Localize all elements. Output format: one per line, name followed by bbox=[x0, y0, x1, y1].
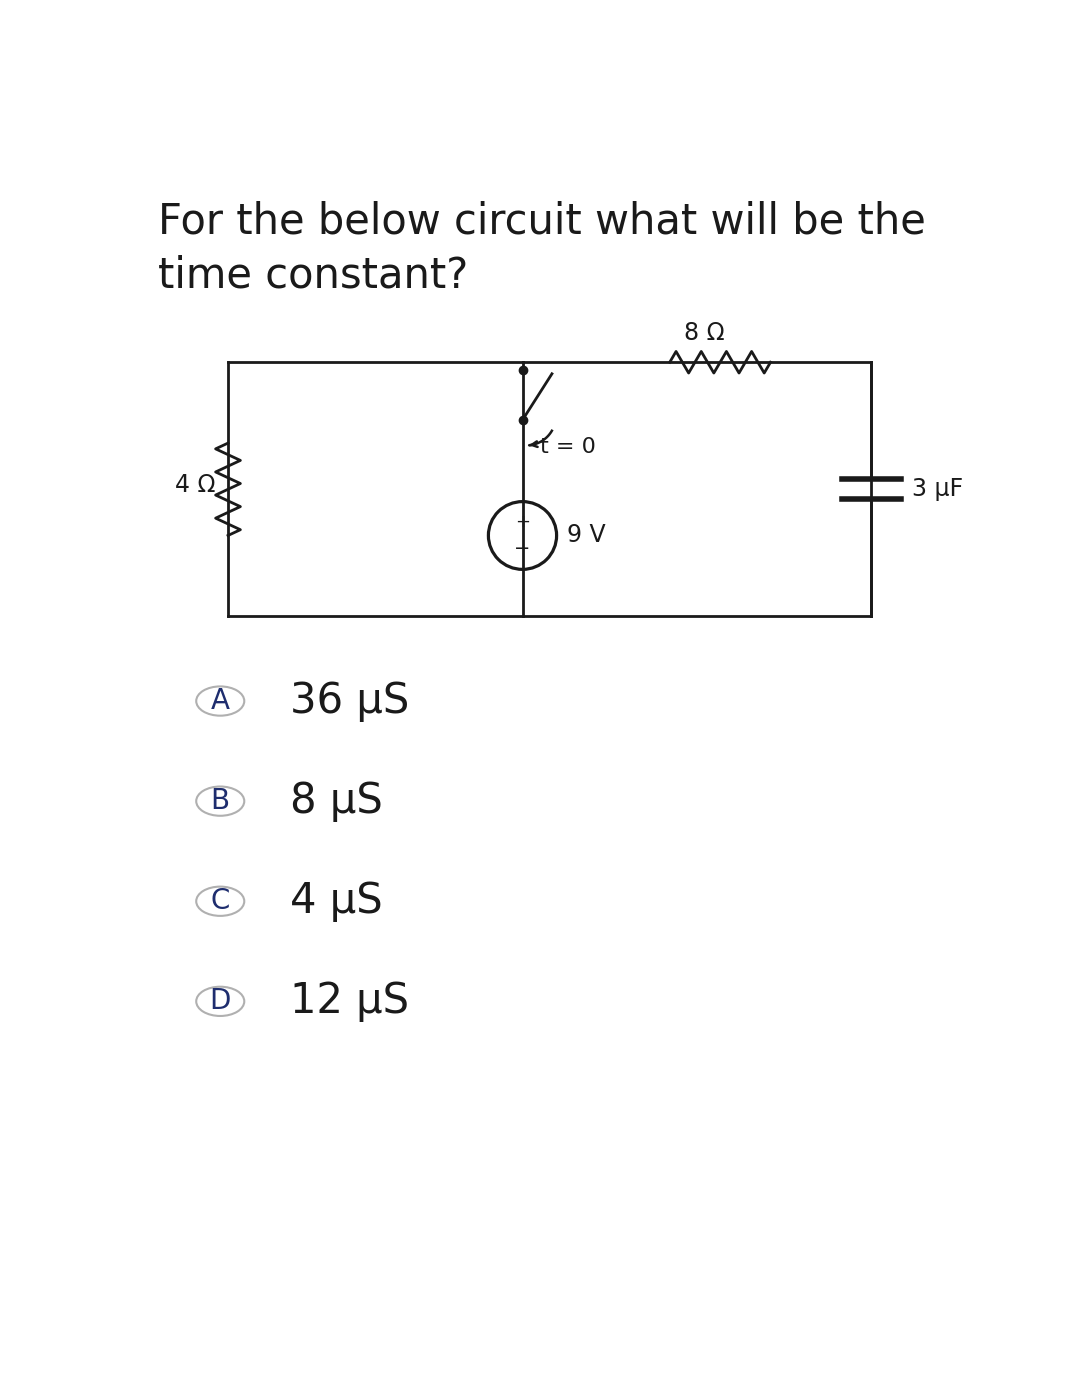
Text: t = 0: t = 0 bbox=[540, 438, 595, 457]
Text: For the below circuit what will be the: For the below circuit what will be the bbox=[159, 201, 927, 242]
Text: C: C bbox=[211, 888, 230, 915]
Text: +: + bbox=[515, 513, 530, 531]
Text: 3 μF: 3 μF bbox=[912, 477, 962, 501]
Text: −: − bbox=[514, 539, 530, 559]
Text: A: A bbox=[211, 687, 230, 716]
Text: 4 μS: 4 μS bbox=[291, 881, 382, 922]
Text: 8 μS: 8 μS bbox=[291, 780, 383, 821]
Text: B: B bbox=[211, 787, 230, 815]
Text: 36 μS: 36 μS bbox=[291, 680, 409, 722]
Text: D: D bbox=[210, 988, 231, 1015]
Text: time constant?: time constant? bbox=[159, 255, 469, 296]
Text: 9 V: 9 V bbox=[567, 523, 606, 548]
Text: 8 Ω: 8 Ω bbox=[685, 321, 725, 345]
Text: 12 μS: 12 μS bbox=[291, 980, 409, 1022]
Text: 4 Ω: 4 Ω bbox=[175, 473, 216, 498]
